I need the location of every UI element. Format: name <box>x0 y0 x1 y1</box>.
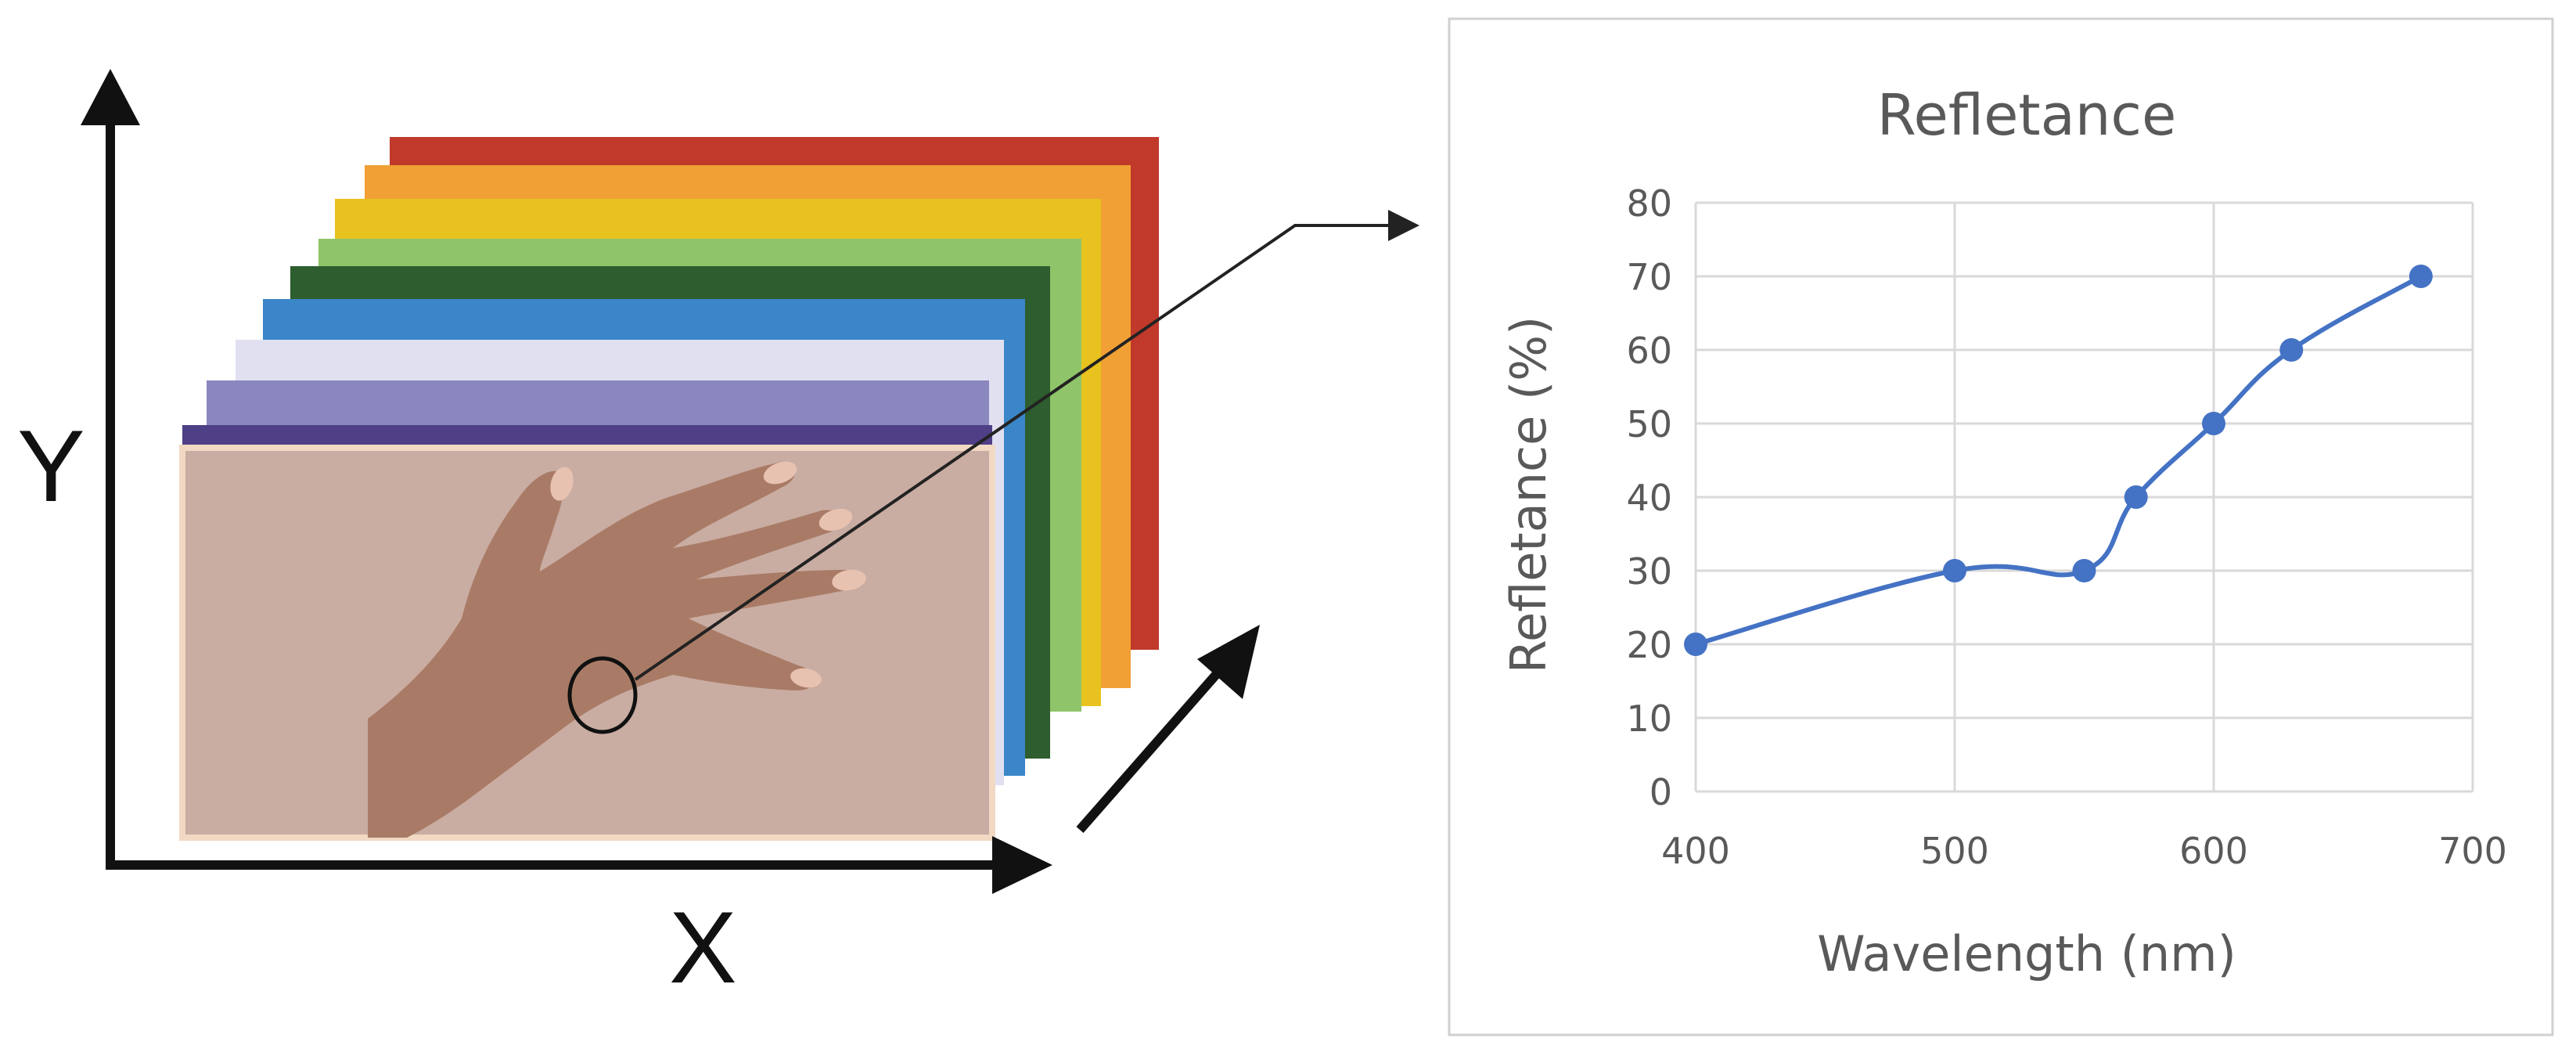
chart-gridlines <box>1694 201 2474 793</box>
x-axis-arrowhead <box>992 836 1052 894</box>
y-tick-label: 40 <box>1626 477 1672 519</box>
data-point-500 <box>1943 559 1966 582</box>
middle-nail <box>818 508 853 532</box>
selected-pixel-circle <box>567 656 638 734</box>
y-tick-label: 60 <box>1626 330 1672 372</box>
pinky-nail <box>790 668 822 688</box>
x-tick-label: 600 <box>2179 830 2248 872</box>
y-tick-labels: 0 10 20 30 40 50 60 70 80 <box>1626 182 1672 813</box>
thumb-nail <box>550 467 574 501</box>
y-tick-label: 10 <box>1626 698 1672 740</box>
wavelength-axis-arrowhead <box>1197 625 1260 699</box>
y-tick-label: 70 <box>1626 256 1672 298</box>
hand-shape <box>368 462 861 838</box>
data-point-550 <box>2072 559 2096 582</box>
pixel-to-chart-connector <box>634 210 1419 681</box>
y-tick-label: 0 <box>1650 771 1672 813</box>
x-tick-label: 700 <box>2438 830 2507 872</box>
x-tick-labels: 400 500 600 700 <box>1661 830 2507 872</box>
chart-y-axis-title: Refletance (%) <box>1500 316 1557 673</box>
x-tick-label: 500 <box>1920 830 1989 872</box>
ring-nail <box>832 569 866 591</box>
series-points <box>1684 265 2433 656</box>
data-point-400 <box>1684 633 1707 656</box>
index-nail <box>763 461 797 485</box>
reflectance-chart: Refletance 0 10 20 30 40 50 60 70 80 400 500 600 70… <box>1448 17 2554 1036</box>
wavelength-axis-label: wavelength <box>1080 698 1224 855</box>
y-tick-label: 50 <box>1626 403 1672 445</box>
x-tick-label: 400 <box>1661 830 1730 872</box>
hyperspectral-cube: Y X wavelength <box>17 69 1419 1004</box>
wavelength-axis-line <box>1076 666 1225 833</box>
chart-title: Refletance <box>1877 82 2177 148</box>
chart-frame <box>1448 17 2554 1036</box>
data-point-570 <box>2124 485 2148 509</box>
y-tick-label: 20 <box>1626 624 1672 666</box>
x-axis-label: X <box>669 890 737 1004</box>
chart-x-axis-title: Wavelength (nm) <box>1817 925 2236 982</box>
y-axis-label: Y <box>17 409 85 523</box>
data-point-630 <box>2279 338 2304 362</box>
y-tick-label: 30 <box>1626 550 1672 593</box>
y-tick-label: 80 <box>1626 182 1672 225</box>
y-axis-arrowhead <box>81 69 140 125</box>
data-point-680 <box>2409 265 2433 288</box>
hand-illustration <box>368 461 866 838</box>
data-point-600 <box>2202 412 2225 435</box>
